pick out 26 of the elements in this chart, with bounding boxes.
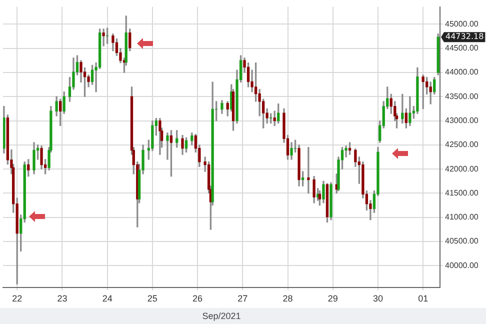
candlestick xyxy=(307,147,310,194)
x-axis-title: Sep/2021 xyxy=(202,311,241,322)
y-tick-label: 42000.00 xyxy=(445,164,479,174)
y-tick-label: 43000.00 xyxy=(445,116,479,125)
x-tick-label: 26 xyxy=(192,293,203,304)
y-tick-label: 44500.00 xyxy=(445,44,479,53)
x-tick-label: 27 xyxy=(238,293,248,304)
x-tick-label: 23 xyxy=(57,293,68,304)
text: 44732.18 xyxy=(446,32,484,42)
x-tick-label: 30 xyxy=(372,293,383,304)
y-tick-label: 42500.00 xyxy=(445,140,479,150)
y-tick-label: 40000.00 xyxy=(445,260,479,270)
y-tick-label: 41000.00 xyxy=(445,212,479,222)
y-tick-label: 40500.00 xyxy=(445,236,479,246)
y-tick-label: 41500.00 xyxy=(445,188,479,198)
x-tick-label: 22 xyxy=(12,293,22,304)
x-tick-label: 25 xyxy=(147,293,158,304)
x-tick-label: 29 xyxy=(328,293,338,304)
candlestick xyxy=(166,132,169,160)
x-tick-label: 28 xyxy=(282,293,293,304)
x-tick-label: 24 xyxy=(102,293,112,304)
y-tick-label: 45000.00 xyxy=(445,19,479,28)
y-tick-label: 44000.00 xyxy=(445,68,479,77)
y-tick-label: 43500.00 xyxy=(445,92,479,101)
candlestick xyxy=(102,28,105,46)
x-tick-label: 01 xyxy=(418,293,428,304)
